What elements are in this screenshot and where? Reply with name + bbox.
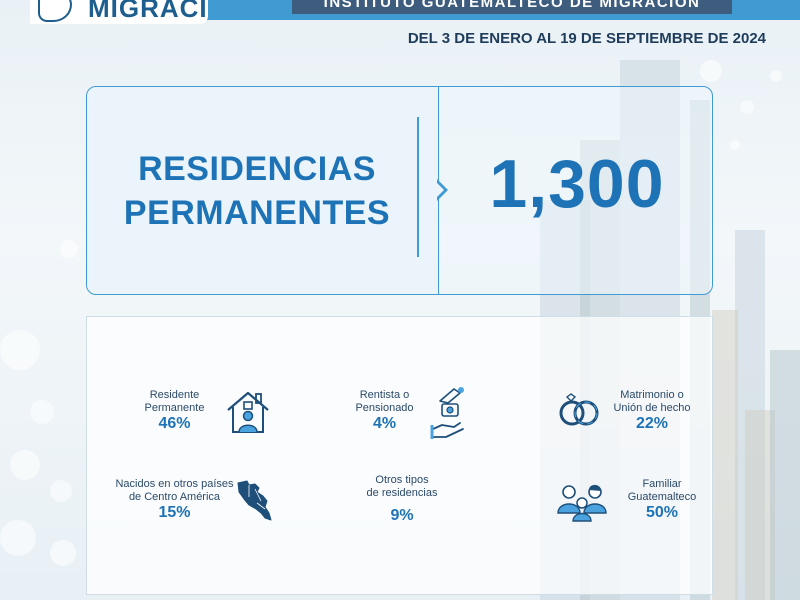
stat-value: 50%: [645, 504, 679, 521]
stat-value: 9%: [390, 507, 414, 524]
central-america-map-icon: [237, 480, 272, 521]
date-range: DEL 3 DE ENERO AL 19 DE SEPTIEMBRE DE 20…: [407, 30, 766, 47]
stats-card: Residente Permanente 46% Rentista o Pens…: [86, 316, 713, 595]
stat-value: 22%: [635, 415, 669, 432]
logo-text: MIGRACIÓN: [88, 0, 208, 23]
summary-title-line1: RESIDENCIAS: [138, 150, 376, 188]
stat-label: Nacidos en otros países de Centro Améric…: [115, 478, 234, 503]
institute-name: INSTITUTO GUATEMALTECO DE MIGRACIÓN: [323, 0, 701, 11]
divider: [417, 117, 419, 257]
stat-label: Familiar Guatemalteco: [627, 478, 697, 503]
stat-value: 4%: [372, 415, 397, 432]
guatemala-map-icon: [38, 0, 72, 22]
family-icon: [557, 484, 607, 522]
summary-card: RESIDENCIAS PERMANENTES 1,300: [86, 86, 713, 295]
stat-value: 46%: [158, 415, 191, 432]
house-person-icon: [227, 391, 269, 433]
summary-title: RESIDENCIAS PERMANENTES: [107, 147, 407, 235]
wedding-rings-icon: [559, 393, 599, 426]
stat-label: Rentista o Pensionado: [355, 389, 414, 414]
logo: MIGRACIÓN: [30, 0, 208, 24]
summary-title-line2: PERMANENTES: [123, 194, 391, 232]
hand-money-icon: [430, 387, 464, 439]
stat-label: Residente Permanente: [144, 389, 205, 414]
summary-value: 1,300: [489, 146, 665, 222]
institute-banner: INSTITUTO GUATEMALTECO DE MIGRACIÓN: [292, 0, 732, 14]
stat-label: Matrimonio o Unión de hecho: [613, 389, 691, 414]
stat-value: 15%: [158, 504, 191, 521]
chevron-right-icon: [435, 179, 448, 201]
stat-label: Otros tipos de residencias: [366, 474, 438, 499]
summary-title-panel: RESIDENCIAS PERMANENTES: [87, 87, 439, 294]
